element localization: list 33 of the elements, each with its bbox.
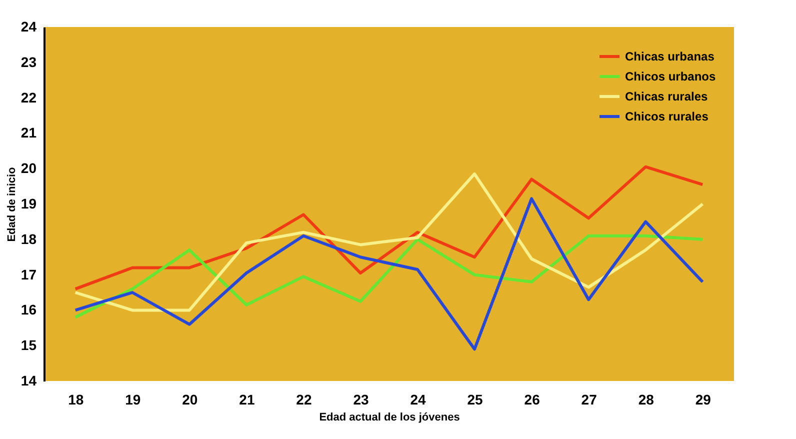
x-tick-label: 29 [695, 392, 712, 408]
y-tick-label: 15 [20, 337, 37, 354]
y-tick-label: 21 [20, 124, 37, 141]
x-tick-label: 18 [68, 392, 84, 408]
y-axis-title: Edad de inicio [6, 166, 18, 242]
x-tick-label: 22 [296, 392, 312, 408]
x-tick-label: 21 [239, 392, 255, 408]
y-tick-label: 19 [20, 196, 37, 212]
y-tick-label: 14 [20, 372, 37, 388]
y-tick-label: 22 [20, 89, 37, 106]
x-tick-label: 25 [467, 392, 484, 408]
line-series [74, 197, 704, 351]
legend-label: Chicos rurales [625, 110, 709, 124]
legend-label: Chicas rurales [625, 90, 708, 104]
legend-label: Chicas urbanas [625, 50, 715, 64]
x-tick-label: 27 [581, 392, 598, 408]
y-tick-label: 17 [20, 266, 37, 282]
x-tick-label: 19 [125, 392, 141, 408]
y-tick-label: 20 [20, 160, 37, 176]
line-series [74, 165, 704, 290]
y-tick-label: 18 [20, 230, 37, 247]
legend-label: Chicos urbanos [625, 70, 716, 84]
y-tick-label: 24 [20, 18, 37, 34]
x-tick-label: 26 [524, 392, 540, 408]
y-tick-label: 23 [20, 54, 37, 70]
x-tick-label: 24 [410, 392, 426, 408]
x-axis-title: Edad actual de los jóvenes [319, 412, 460, 424]
line-series [74, 234, 704, 319]
line-series [74, 172, 704, 312]
x-tick-label: 28 [638, 392, 654, 408]
x-tick-label: 20 [182, 392, 198, 408]
x-tick-label: 23 [353, 392, 369, 408]
y-tick-label: 16 [20, 302, 37, 318]
